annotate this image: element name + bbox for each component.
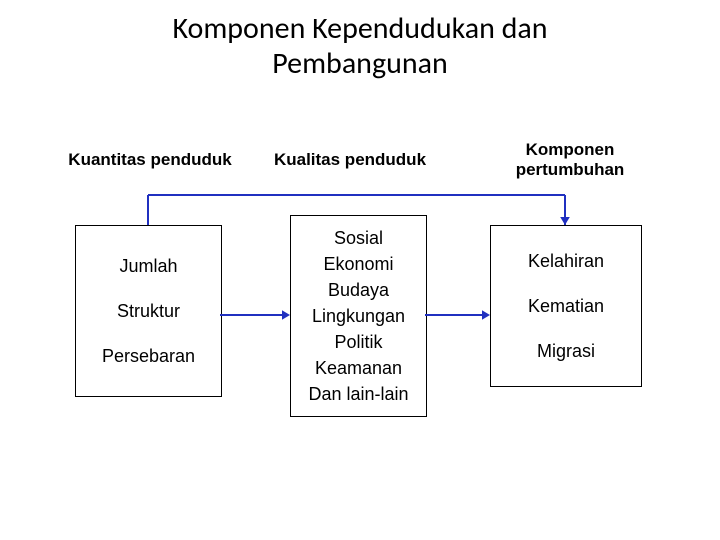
header-kuantitas: Kuantitas penduduk	[60, 150, 240, 170]
arrow-head-icon	[482, 310, 490, 320]
box-kualitas-item-3: Lingkungan	[312, 306, 405, 327]
box-komponen-item-2: Migrasi	[537, 341, 595, 362]
box-kuantitas-item-0: Jumlah	[119, 256, 177, 277]
box-komponen-item-0: Kelahiran	[528, 251, 604, 272]
slide-title: Komponen Kependudukan dan Pembangunan	[0, 12, 720, 81]
title-line-2: Pembangunan	[272, 45, 447, 82]
box-kuantitas-item-2: Persebaran	[102, 346, 195, 367]
box-kualitas-item-0: Sosial	[334, 228, 383, 249]
box-kualitas-item-5: Keamanan	[315, 358, 402, 379]
box-komponen: Kelahiran Kematian Migrasi	[490, 225, 642, 387]
box-kualitas-item-6: Dan lain-lain	[308, 384, 408, 405]
box-kualitas-item-4: Politik	[334, 332, 382, 353]
diagram-stage: Komponen Kependudukan dan Pembangunan Ku…	[0, 0, 720, 540]
header-komponen-l1: Komponen	[526, 140, 615, 159]
header-komponen-l2: pertumbuhan	[516, 160, 625, 179]
box-kualitas-item-2: Budaya	[328, 280, 389, 301]
arrow-head-icon	[560, 217, 570, 225]
title-line-1: Komponen Kependudukan dan	[172, 10, 547, 47]
header-komponen: Komponen pertumbuhan	[490, 140, 650, 179]
box-komponen-item-1: Kematian	[528, 296, 604, 317]
arrow-head-icon	[282, 310, 290, 320]
box-kualitas-item-1: Ekonomi	[323, 254, 393, 275]
box-kualitas: Sosial Ekonomi Budaya Lingkungan Politik Keam…	[290, 215, 427, 417]
header-kualitas: Kualitas penduduk	[260, 150, 440, 170]
box-kuantitas-item-1: Struktur	[117, 301, 180, 322]
box-kuantitas: Jumlah Struktur Persebaran	[75, 225, 222, 397]
